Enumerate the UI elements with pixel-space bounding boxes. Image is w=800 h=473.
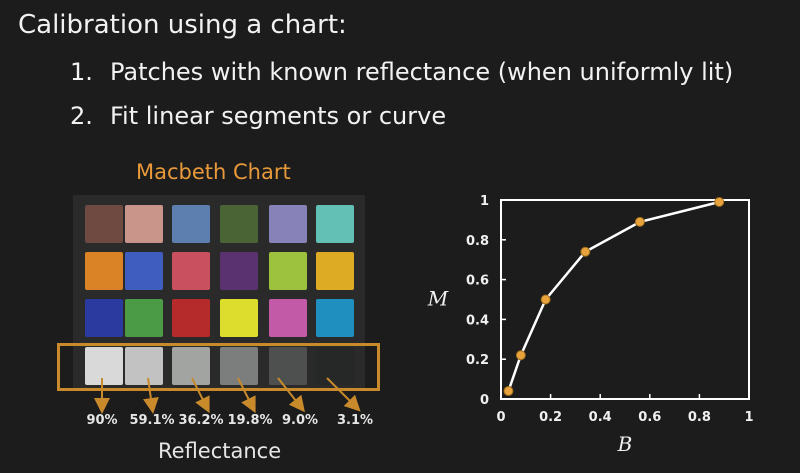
color-patch: [269, 299, 307, 337]
color-patch: [125, 205, 163, 243]
color-patch: [220, 205, 258, 243]
x-tick-label: 0: [496, 410, 505, 425]
y-tick-label: 0.6: [466, 274, 489, 289]
y-axis-label: M: [427, 287, 449, 311]
x-tick-label: 0.8: [688, 410, 711, 425]
color-patch: [316, 299, 354, 337]
bullet-text: Patches with known reflectance (when uni…: [110, 58, 734, 86]
reflectance-value: 36.2%: [178, 413, 224, 428]
macbeth-chart-heading: Macbeth Chart: [136, 160, 291, 184]
color-patch: [85, 205, 123, 243]
color-patch: [125, 347, 163, 385]
color-patch: [269, 205, 307, 243]
calibration-plot: 0 0.2 0.4 0.6 0.8 1 0 0.2 0.4 0.6 0.8 1 B M: [427, 194, 754, 456]
y-tick-label: 0.4: [466, 313, 489, 328]
series-line: [507, 200, 720, 392]
data-point: [634, 216, 645, 227]
reflectance-axis-label: Reflectance: [158, 439, 282, 463]
data-point: [714, 196, 725, 207]
color-patch: [316, 252, 354, 290]
bullet-number: 1.: [70, 58, 93, 86]
x-axis-label: B: [617, 432, 633, 456]
color-patch: [172, 299, 210, 337]
slide-title: Calibration using a chart:: [18, 10, 347, 40]
color-patch: [85, 347, 123, 385]
x-tick-label: 0.6: [638, 410, 661, 425]
bullet-text: Fit linear segments or curve: [110, 102, 447, 130]
reflectance-value: 19.8%: [227, 413, 273, 428]
x-tick-label: 0.4: [589, 410, 612, 425]
color-patch: [316, 205, 354, 243]
x-tick-label: 1: [744, 410, 753, 425]
color-patch: [85, 299, 123, 337]
data-point: [503, 386, 514, 397]
macbeth-color-chart: [73, 195, 365, 391]
bullet-item: 1. Patches with known reflectance (when u…: [70, 54, 733, 98]
bullet-list: 1. Patches with known reflectance (when u…: [70, 54, 733, 142]
data-point: [580, 246, 591, 257]
reflectance-value: 59.1%: [129, 413, 175, 428]
data-point: [515, 350, 526, 361]
color-patch: [125, 252, 163, 290]
x-tick-label: 0.2: [539, 410, 562, 425]
reflectance-value: 3.1%: [336, 413, 374, 428]
y-tick-label: 0.2: [466, 353, 489, 368]
color-patch: [220, 252, 258, 290]
color-patch: [125, 299, 163, 337]
color-patch: [172, 205, 210, 243]
y-tick-label: 0: [480, 393, 489, 408]
bullet-number: 2.: [70, 102, 93, 130]
y-tick-label: 1: [480, 194, 489, 209]
color-patch: [220, 299, 258, 337]
gray-row-highlight: [57, 343, 380, 391]
color-patch: [85, 252, 123, 290]
y-tick-label: 0.8: [466, 234, 489, 249]
color-patch: [172, 252, 210, 290]
reflectance-value: 90%: [86, 413, 118, 428]
plot-frame: [500, 199, 750, 400]
data-point: [540, 294, 551, 305]
reflectance-value: 9.0%: [281, 413, 319, 428]
color-patch: [269, 252, 307, 290]
bullet-item: 2. Fit linear segments or curve: [70, 98, 733, 142]
